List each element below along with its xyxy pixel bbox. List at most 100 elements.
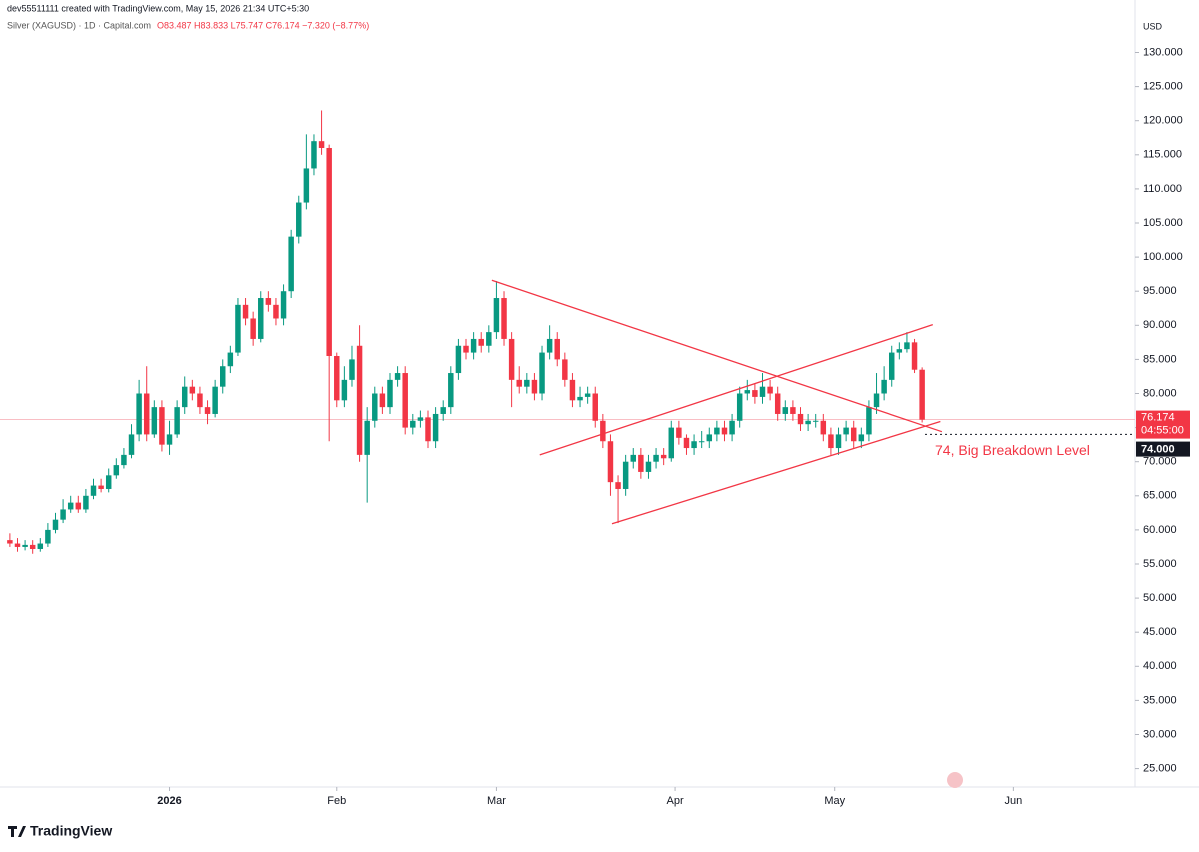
candle-body (227, 352, 234, 367)
candle-body (288, 236, 294, 292)
candle-body (432, 413, 439, 442)
candle-body (805, 420, 811, 425)
candle-body (220, 366, 226, 387)
candle-body (660, 454, 667, 459)
candle-body (280, 291, 287, 319)
candle-body (402, 373, 408, 428)
candle-body (379, 393, 386, 408)
candle-body (812, 420, 819, 422)
candle-body (691, 441, 697, 449)
x-tick-label: 2026 (157, 795, 181, 807)
candle-body (90, 485, 97, 496)
logo-icon (8, 826, 26, 837)
y-tick-label: 105.000 (1143, 217, 1183, 229)
candle-body (881, 379, 887, 394)
candle-body (493, 298, 500, 333)
candle-body (159, 407, 165, 445)
candle-body (752, 390, 758, 397)
last-price-box (1136, 410, 1190, 439)
y-tick-label: 45.000 (1143, 626, 1177, 638)
candle-body (562, 359, 568, 380)
candle-body (410, 420, 416, 428)
candle-body (858, 434, 865, 442)
y-tick-label: 50.000 (1143, 592, 1177, 604)
y-tick-label: 65.000 (1143, 490, 1177, 502)
candle-body (759, 386, 766, 397)
y-tick-label: 30.000 (1143, 728, 1177, 740)
candle-body (546, 338, 553, 353)
candle-body (615, 482, 621, 489)
candles (7, 110, 925, 554)
candle-body (121, 454, 127, 466)
x-tick-label: Apr (667, 795, 684, 807)
y-tick-label: 55.000 (1143, 558, 1177, 570)
candle-body (828, 434, 834, 449)
candle-body (676, 427, 682, 438)
candle-body (820, 420, 827, 435)
candle-body (516, 379, 522, 387)
y-tick-label: 110.000 (1143, 183, 1182, 195)
candle-body (75, 502, 82, 510)
y-tick-label: 100.000 (1143, 251, 1183, 263)
candle-body (341, 379, 348, 401)
candle-body (539, 352, 545, 394)
candle-body (638, 454, 644, 472)
y-tick-label: 85.000 (1143, 353, 1177, 365)
x-tick-label: Jun (1004, 795, 1022, 807)
candle-body (296, 202, 302, 237)
candle-body (143, 393, 150, 435)
candle-body (630, 454, 636, 462)
level-text: 74, Big Breakdown Level (935, 442, 1090, 458)
candle-body (911, 342, 918, 370)
countdown-label: 04:55:00 (1141, 424, 1184, 436)
candle-body (258, 298, 264, 339)
flag-icon (947, 772, 963, 788)
candle-body (136, 393, 142, 435)
event-icon (947, 772, 963, 788)
candle-body (919, 369, 925, 420)
candle-body (14, 543, 21, 547)
candle-body (577, 396, 583, 401)
candle-body (607, 441, 614, 483)
candle-body (387, 379, 393, 408)
candle-body (767, 386, 773, 394)
candle-body (508, 338, 515, 380)
trend-line (611, 420, 941, 525)
candle-body (501, 298, 507, 339)
candle-body (600, 420, 606, 442)
y-tick-label: 90.000 (1143, 319, 1177, 331)
candle-body (698, 441, 705, 443)
level-box (1136, 441, 1190, 457)
candle-body (455, 345, 462, 374)
candle-body (463, 345, 469, 353)
logo: TradingView (8, 823, 112, 839)
candle-body (554, 338, 560, 360)
candle-body (790, 407, 796, 414)
candle-body (242, 304, 249, 319)
x-tick-label: Mar (487, 795, 506, 807)
candle-body (326, 147, 332, 356)
candle-body (181, 386, 188, 408)
candle-body (22, 544, 28, 547)
y-tick-label: 60.000 (1143, 524, 1177, 536)
candle-body (721, 427, 728, 435)
candle-body (356, 345, 363, 455)
candle-body (835, 434, 842, 449)
y-tick-label: 120.000 (1143, 115, 1183, 127)
candle-body (235, 304, 241, 353)
candle-body (524, 379, 530, 387)
candle-body (782, 407, 789, 414)
candle-body (318, 141, 325, 148)
candle-body (52, 519, 59, 530)
candle-body (174, 407, 180, 435)
candle-body (866, 407, 872, 435)
candle-body (440, 407, 446, 414)
candle-body (265, 298, 272, 305)
candle-body (250, 318, 256, 339)
candle-body (417, 417, 424, 421)
candle-body (425, 417, 431, 442)
candle-body (622, 461, 629, 489)
candle-body (797, 413, 804, 425)
x-tick-label: May (824, 795, 845, 807)
